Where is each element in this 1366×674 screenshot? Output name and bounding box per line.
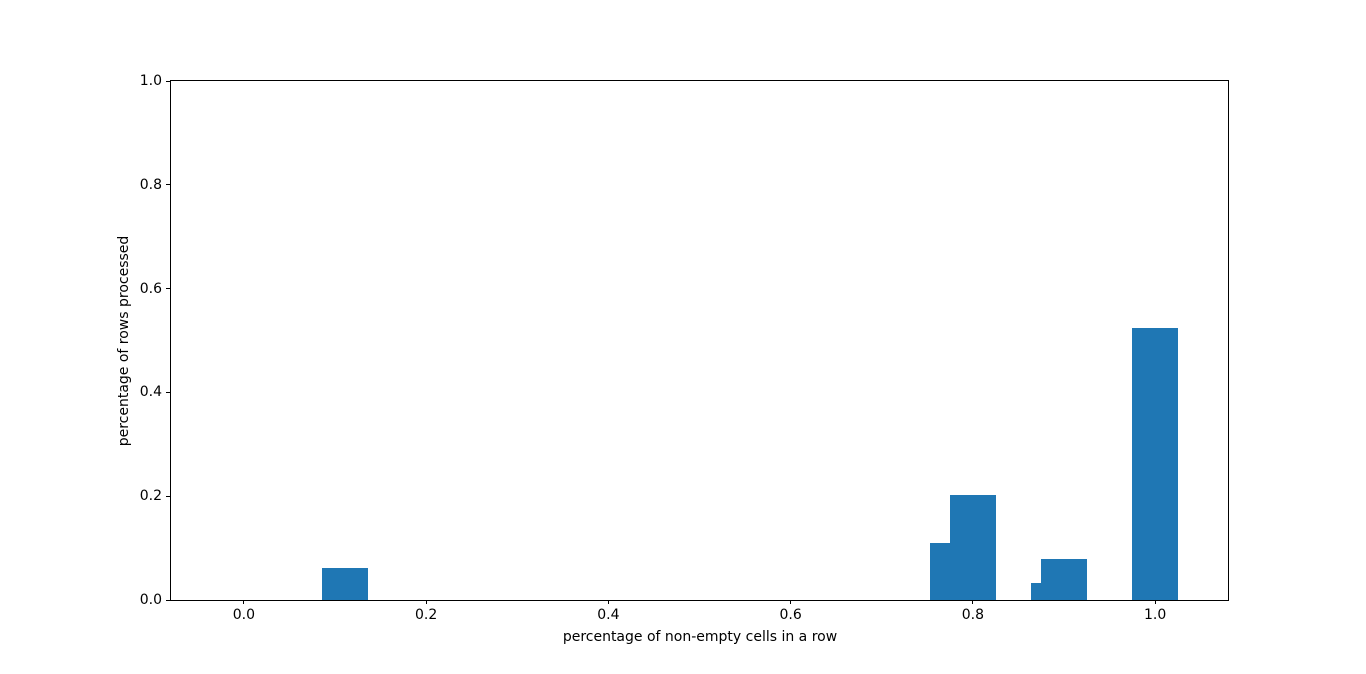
x-tick-mark (607, 600, 609, 604)
x-tick-mark (1154, 600, 1156, 604)
x-tick-mark (790, 600, 792, 604)
y-axis-label: percentage of rows processed (116, 235, 132, 447)
y-tick-mark (166, 495, 170, 497)
x-tick-mark (243, 600, 245, 604)
y-tick-label: 0.6 (139, 280, 162, 297)
y-tick-mark (166, 288, 170, 290)
x-axis-label: percentage of non-empty cells in a row (562, 629, 838, 645)
x-tick-label: 0.2 (414, 607, 438, 623)
y-tick-mark (166, 599, 170, 601)
y-tick-label: 0.4 (139, 384, 162, 401)
bar (322, 567, 368, 600)
bar (1132, 327, 1178, 600)
x-tick-label: 0.4 (597, 607, 620, 623)
axes-layer: 0.0 0.2 0.4 0.6 0.8 1.0 0.0 0.2 0.4 0.6 0.8 1.0 (140, 73, 1228, 623)
plot-area (170, 80, 1229, 601)
x-tick-label: 0.8 (961, 607, 984, 623)
y-tick-label: 0.0 (139, 592, 162, 608)
y-tick-label: 1.0 (139, 73, 162, 89)
y-tick-mark (166, 184, 170, 186)
x-tick-mark (425, 600, 427, 604)
bar (950, 495, 996, 600)
x-tick-mark (972, 600, 974, 604)
x-tick-label: 1.0 (1143, 607, 1167, 623)
y-tick-mark (166, 391, 170, 393)
x-tick-label: 0.6 (779, 607, 802, 623)
x-tick-label: 0.0 (232, 607, 256, 623)
y-tick-label: 0.2 (139, 488, 162, 505)
y-tick-label: 0.8 (139, 176, 162, 193)
y-tick-mark (166, 80, 170, 82)
bar (1041, 558, 1087, 600)
